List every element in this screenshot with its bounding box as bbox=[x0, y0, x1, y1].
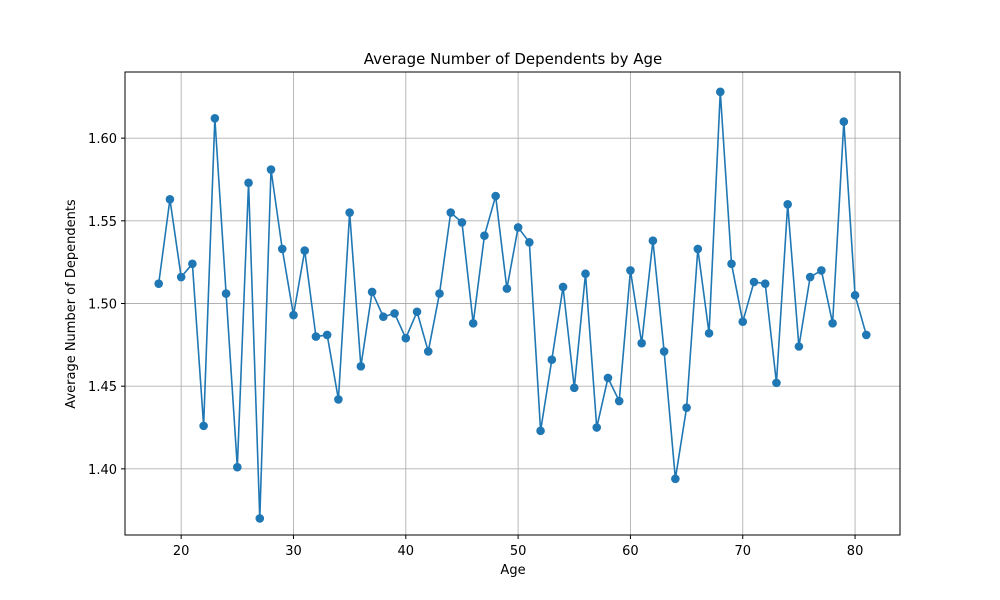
data-point bbox=[794, 342, 804, 351]
data-point bbox=[749, 277, 759, 287]
data-point bbox=[176, 272, 186, 282]
data-point bbox=[525, 238, 534, 247]
data-point bbox=[626, 266, 635, 275]
data-point bbox=[671, 474, 680, 484]
data-point bbox=[558, 282, 568, 292]
data-point bbox=[850, 290, 860, 300]
data-point bbox=[513, 223, 523, 232]
y-tick-label: 1.60 bbox=[88, 132, 117, 147]
x-tick-label: 80 bbox=[847, 544, 864, 559]
x-tick-label: 70 bbox=[734, 544, 751, 559]
series-line bbox=[157, 91, 868, 520]
data-point bbox=[648, 236, 658, 245]
data-point bbox=[547, 355, 557, 365]
y-tick-label: 1.50 bbox=[88, 298, 117, 313]
data-point bbox=[390, 309, 399, 318]
data-point bbox=[457, 218, 467, 227]
axis-ticks: 20 30 40 50 60 70 80 1.40 1.45 1.50 1.55 1.60 bbox=[88, 132, 863, 559]
data-point bbox=[659, 347, 669, 356]
data-point bbox=[727, 259, 736, 269]
data-series bbox=[154, 87, 871, 523]
data-point bbox=[221, 289, 231, 298]
data-point bbox=[311, 332, 321, 341]
data-point bbox=[760, 279, 770, 288]
data-point bbox=[805, 272, 815, 282]
x-tick-label: 40 bbox=[398, 544, 415, 559]
data-point bbox=[277, 244, 287, 254]
data-point bbox=[581, 269, 590, 279]
data-point bbox=[783, 199, 792, 209]
data-point bbox=[491, 191, 500, 201]
plot-area-frame bbox=[124, 71, 901, 536]
data-point bbox=[367, 287, 377, 297]
data-point bbox=[435, 289, 444, 298]
data-point bbox=[715, 87, 725, 97]
data-point bbox=[233, 462, 242, 472]
x-tick-label: 60 bbox=[622, 544, 639, 559]
data-point bbox=[592, 423, 602, 432]
data-point bbox=[704, 328, 714, 338]
data-point bbox=[401, 333, 411, 343]
y-axis-label: Average Number of Dependents bbox=[64, 199, 79, 409]
y-tick-label: 1.40 bbox=[88, 463, 117, 478]
data-point bbox=[468, 319, 478, 328]
data-point bbox=[637, 338, 646, 348]
data-point bbox=[536, 426, 545, 436]
data-point bbox=[289, 310, 298, 320]
data-point bbox=[266, 165, 276, 174]
data-point bbox=[828, 319, 837, 328]
x-tick-label: 50 bbox=[510, 544, 527, 559]
data-point bbox=[356, 362, 366, 371]
data-point bbox=[244, 178, 253, 188]
grid bbox=[125, 72, 900, 535]
data-point bbox=[817, 266, 826, 275]
data-point bbox=[188, 259, 197, 269]
data-point bbox=[446, 208, 456, 217]
data-point bbox=[199, 421, 208, 431]
data-point bbox=[862, 330, 871, 340]
data-point bbox=[412, 307, 422, 317]
data-point bbox=[300, 246, 310, 255]
data-point bbox=[154, 279, 163, 288]
data-point bbox=[322, 330, 332, 340]
data-point bbox=[738, 317, 748, 326]
data-point bbox=[682, 403, 691, 412]
data-point bbox=[423, 347, 433, 356]
data-point bbox=[603, 373, 613, 383]
x-tick-label: 30 bbox=[285, 544, 302, 559]
data-point bbox=[210, 114, 220, 123]
data-point bbox=[693, 244, 703, 254]
data-point bbox=[569, 383, 579, 393]
data-point bbox=[502, 284, 512, 293]
data-point bbox=[772, 378, 781, 388]
data-point bbox=[255, 514, 265, 523]
chart-title: Average Number of Dependents by Age bbox=[364, 50, 663, 68]
data-point bbox=[839, 117, 849, 126]
data-point bbox=[379, 312, 388, 322]
y-tick-label: 1.45 bbox=[88, 380, 117, 395]
x-axis-label: Age bbox=[500, 563, 525, 578]
data-point bbox=[480, 231, 489, 241]
y-tick-label: 1.55 bbox=[88, 215, 117, 230]
data-point bbox=[614, 396, 624, 406]
data-point bbox=[165, 195, 175, 204]
x-tick-label: 20 bbox=[173, 544, 190, 559]
data-point bbox=[334, 395, 343, 404]
data-point bbox=[345, 208, 354, 217]
